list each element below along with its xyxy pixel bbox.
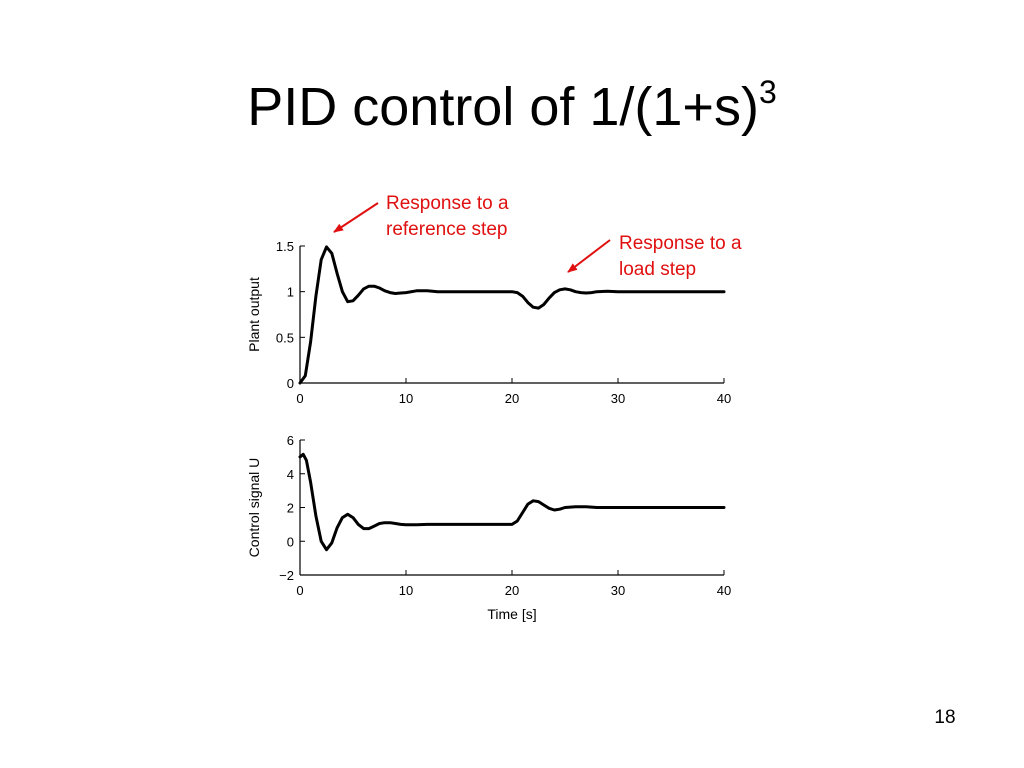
reference-arrow [333,202,379,233]
control-signal-x-tick-label: 30 [611,583,625,598]
plant-output-series-line [298,245,726,385]
annotation-load-step: Response to a load step [619,233,742,280]
control-signal-y-tick-label: 6 [287,433,294,448]
control-signal-x-tick-label: 0 [296,583,303,598]
plant-output-x-tick-label: 40 [717,391,731,406]
plant-output-chart: 0 10 20 30 40 0 0.5 1 1.5 Plant output [246,239,731,406]
plant-output-x-tick-label: 20 [505,391,519,406]
slide-title: PID control of 1/(1+s)3 [0,76,1024,137]
plant-output-y-label: Plant output [246,277,262,352]
control-signal-y-tick-label: 0 [287,534,294,549]
plant-output-x-tick-label: 30 [611,391,625,406]
control-signal-y-tick-label: 4 [287,467,294,482]
slide-title-superscript: 3 [758,74,777,110]
plant-output-x-tick-label: 10 [399,391,413,406]
control-signal-y-label: Control signal U [246,458,262,558]
load-arrow [567,239,611,273]
control-signal-y-tick-label: −2 [279,568,294,583]
control-signal-series-line [298,452,726,552]
slide-title-main: PID control of 1/(1+s) [247,77,759,137]
control-signal-x-label: Time [s] [487,606,536,622]
control-signal-x-tick-label: 40 [717,583,731,598]
plant-output-y-tick-label: 1.5 [276,239,294,254]
plant-output-x-tick-label: 0 [296,391,303,406]
control-signal-x-tick-label: 20 [505,583,519,598]
plant-output-y-tick-label: 1 [287,285,294,300]
plant-output-y-tick-label: 0.5 [276,330,294,345]
page-number: 18 [934,707,956,728]
control-signal-y-tick-label: 2 [287,501,294,516]
plant-output-y-tick-label: 0 [287,376,294,391]
annotation-reference-step: Response to a reference step [386,193,509,240]
control-signal-x-tick-label: 10 [399,583,413,598]
